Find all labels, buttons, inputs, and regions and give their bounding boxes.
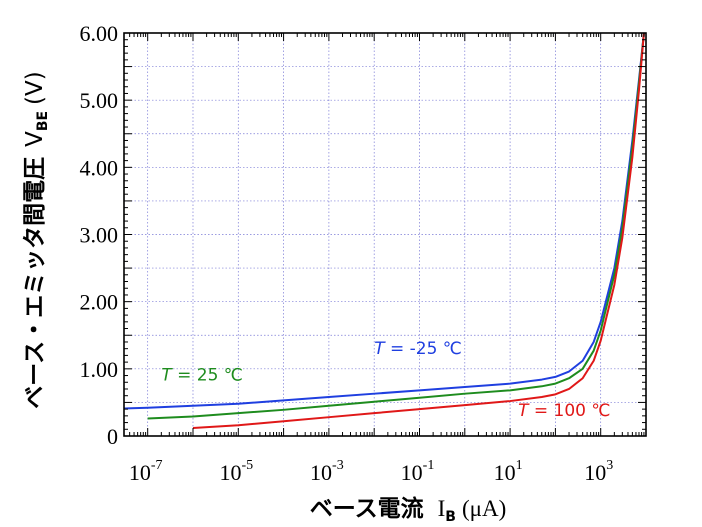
x-axis-title: ベース電流 IB (μA)	[310, 495, 506, 525]
x-tick-label: 10-7	[129, 458, 163, 485]
series-line-25	[147, 32, 645, 420]
y-tick-labels: 0 1.00 2.00 3.00 4.00 5.00 6.00	[80, 21, 119, 449]
series-labels: T = -25 ℃ T = 25 ℃ T = 100 ℃	[161, 339, 610, 421]
y-tick-label: 6.00	[80, 21, 119, 46]
x-tick-label: 10-3	[310, 458, 344, 485]
series-line-100	[192, 32, 645, 429]
y-tick-label: 1.00	[80, 357, 119, 382]
y-tick-label: 4.00	[80, 155, 119, 180]
x-tick-label: 10-5	[219, 458, 253, 485]
y-tick-label: 3.00	[80, 223, 119, 248]
x-tick-label: 10-1	[401, 458, 435, 485]
y-tick-label: 0	[107, 424, 118, 449]
grid	[124, 33, 646, 436]
axis-ticks	[123, 32, 646, 437]
series-label-25: T = 25 ℃	[161, 365, 243, 385]
y-tick-label: 2.00	[80, 290, 119, 315]
x-tick-label: 103	[584, 458, 613, 485]
x-tick-label: 101	[494, 458, 523, 485]
y-axis-title: ベース・エミッタ間電圧VBE(V)	[22, 71, 51, 409]
series-label-minus25: T = -25 ℃	[374, 339, 462, 359]
series-label-100: T = 100 ℃	[518, 401, 610, 421]
x-tick-labels: 10-7 10-5 10-3 10-1 101 103	[129, 458, 613, 485]
y-tick-label: 5.00	[80, 88, 119, 113]
series-line-minus25	[123, 32, 645, 410]
series-lines	[123, 32, 645, 429]
